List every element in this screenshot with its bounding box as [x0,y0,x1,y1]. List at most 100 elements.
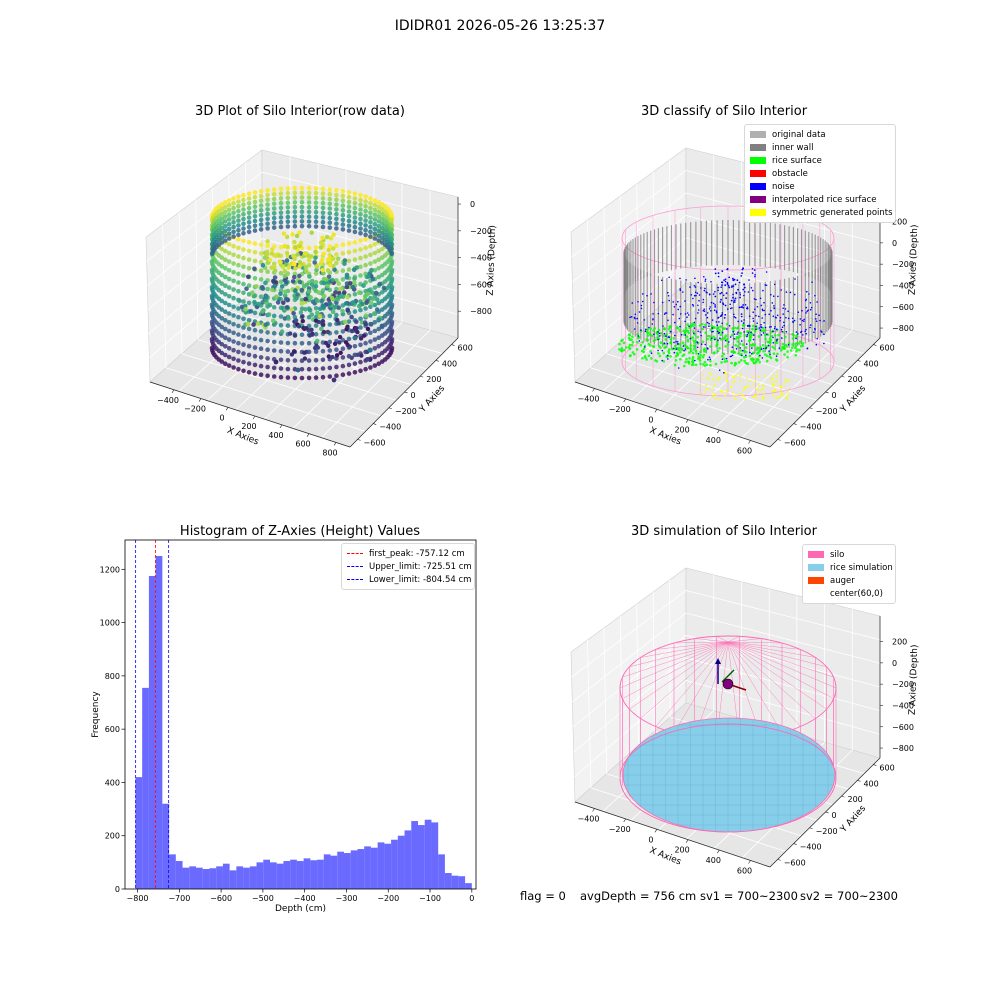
raw-point [299,332,305,338]
raw-point [241,231,246,236]
raw-point [350,284,356,290]
simulation-x-tick-label: 400 [706,856,721,865]
raw-point [281,231,287,236]
raw-point [327,255,332,260]
raw-point [372,354,378,360]
raw-point [278,314,284,319]
raw-point [363,313,369,319]
raw-grid [321,329,431,438]
sv2-text: sv2 = 700~2300 [800,889,898,903]
raw-point [306,253,311,258]
raw-point [290,232,295,237]
raw-point [219,235,225,240]
raw-point [284,258,290,263]
raw-point [223,318,228,323]
raw-point [313,280,319,285]
raw-point [271,374,277,379]
raw-point [349,328,355,334]
raw-point [370,290,375,295]
raw-point [372,346,378,351]
raw-point [284,280,289,285]
raw-point [319,326,324,332]
raw-point [334,243,339,248]
raw-scatter-points [209,185,395,383]
raw-point [231,321,236,327]
raw-point [346,336,352,342]
raw-point [246,274,251,280]
raw-point [346,209,352,214]
raw-point [223,326,228,332]
simulation-x-tick-label: 200 [674,846,689,855]
raw-point [284,250,290,256]
raw-point [219,206,225,212]
raw-point [265,338,270,344]
simulation-z-tick-label: 0 [892,659,897,668]
raw-point [310,299,316,305]
raw-point [346,249,352,255]
raw-x-tick-label: 400 [268,431,283,440]
raw-point [263,322,269,328]
raw-point [352,215,358,220]
raw-point [363,321,368,327]
raw-point [329,295,335,301]
raw-point [231,365,236,370]
raw-point [241,290,246,296]
raw-point [292,185,298,191]
raw-point [335,256,341,262]
raw-point [223,238,228,243]
raw-point [372,226,378,232]
raw-point [354,319,359,325]
raw-point [285,190,291,196]
raw-point [363,245,368,251]
raw-point [241,368,246,374]
raw-point [379,333,385,338]
raw-point [292,219,298,224]
raw-point [352,361,358,366]
raw-point [358,226,363,231]
raw-point [236,358,241,363]
raw-point [223,344,228,349]
raw-point [363,208,368,214]
raw-point [327,339,333,345]
raw-point [320,186,326,192]
raw-point [358,342,363,348]
raw-point [299,341,305,346]
raw-point [252,258,258,264]
raw-point [231,278,236,284]
raw-point [293,318,299,323]
raw-point [243,307,248,312]
raw-y-tick-label: −200 [395,407,417,416]
legend-label: auger [830,575,855,586]
raw-point [251,322,256,327]
simulation-x-tick-label: −200 [609,825,631,834]
raw-point [325,268,331,273]
raw-point [352,205,358,211]
raw-point [226,294,232,299]
raw-point [278,374,284,380]
simulation-rice-mesh [622,718,834,832]
simulation-legend: silo rice simulation auger center(60,0) [802,544,896,604]
raw-point [265,243,270,248]
raw-point [321,304,327,310]
raw-point [326,274,332,280]
raw-point [355,352,360,357]
raw-point [291,253,296,258]
simulation-x-tick-mark [685,839,689,843]
raw-point [306,200,312,205]
raw-point [299,223,305,229]
raw-point [352,224,358,230]
raw-point [330,277,335,283]
raw-point [231,269,236,275]
raw-grid [146,171,459,262]
raw-point [361,333,367,338]
raw-point [226,202,232,208]
raw-point [271,365,277,371]
raw-point [241,197,246,203]
raw-point [271,313,277,319]
raw-point [246,361,252,366]
raw-point [297,279,303,285]
raw-point [252,310,258,316]
raw-point [343,301,349,306]
raw-point [278,215,284,220]
